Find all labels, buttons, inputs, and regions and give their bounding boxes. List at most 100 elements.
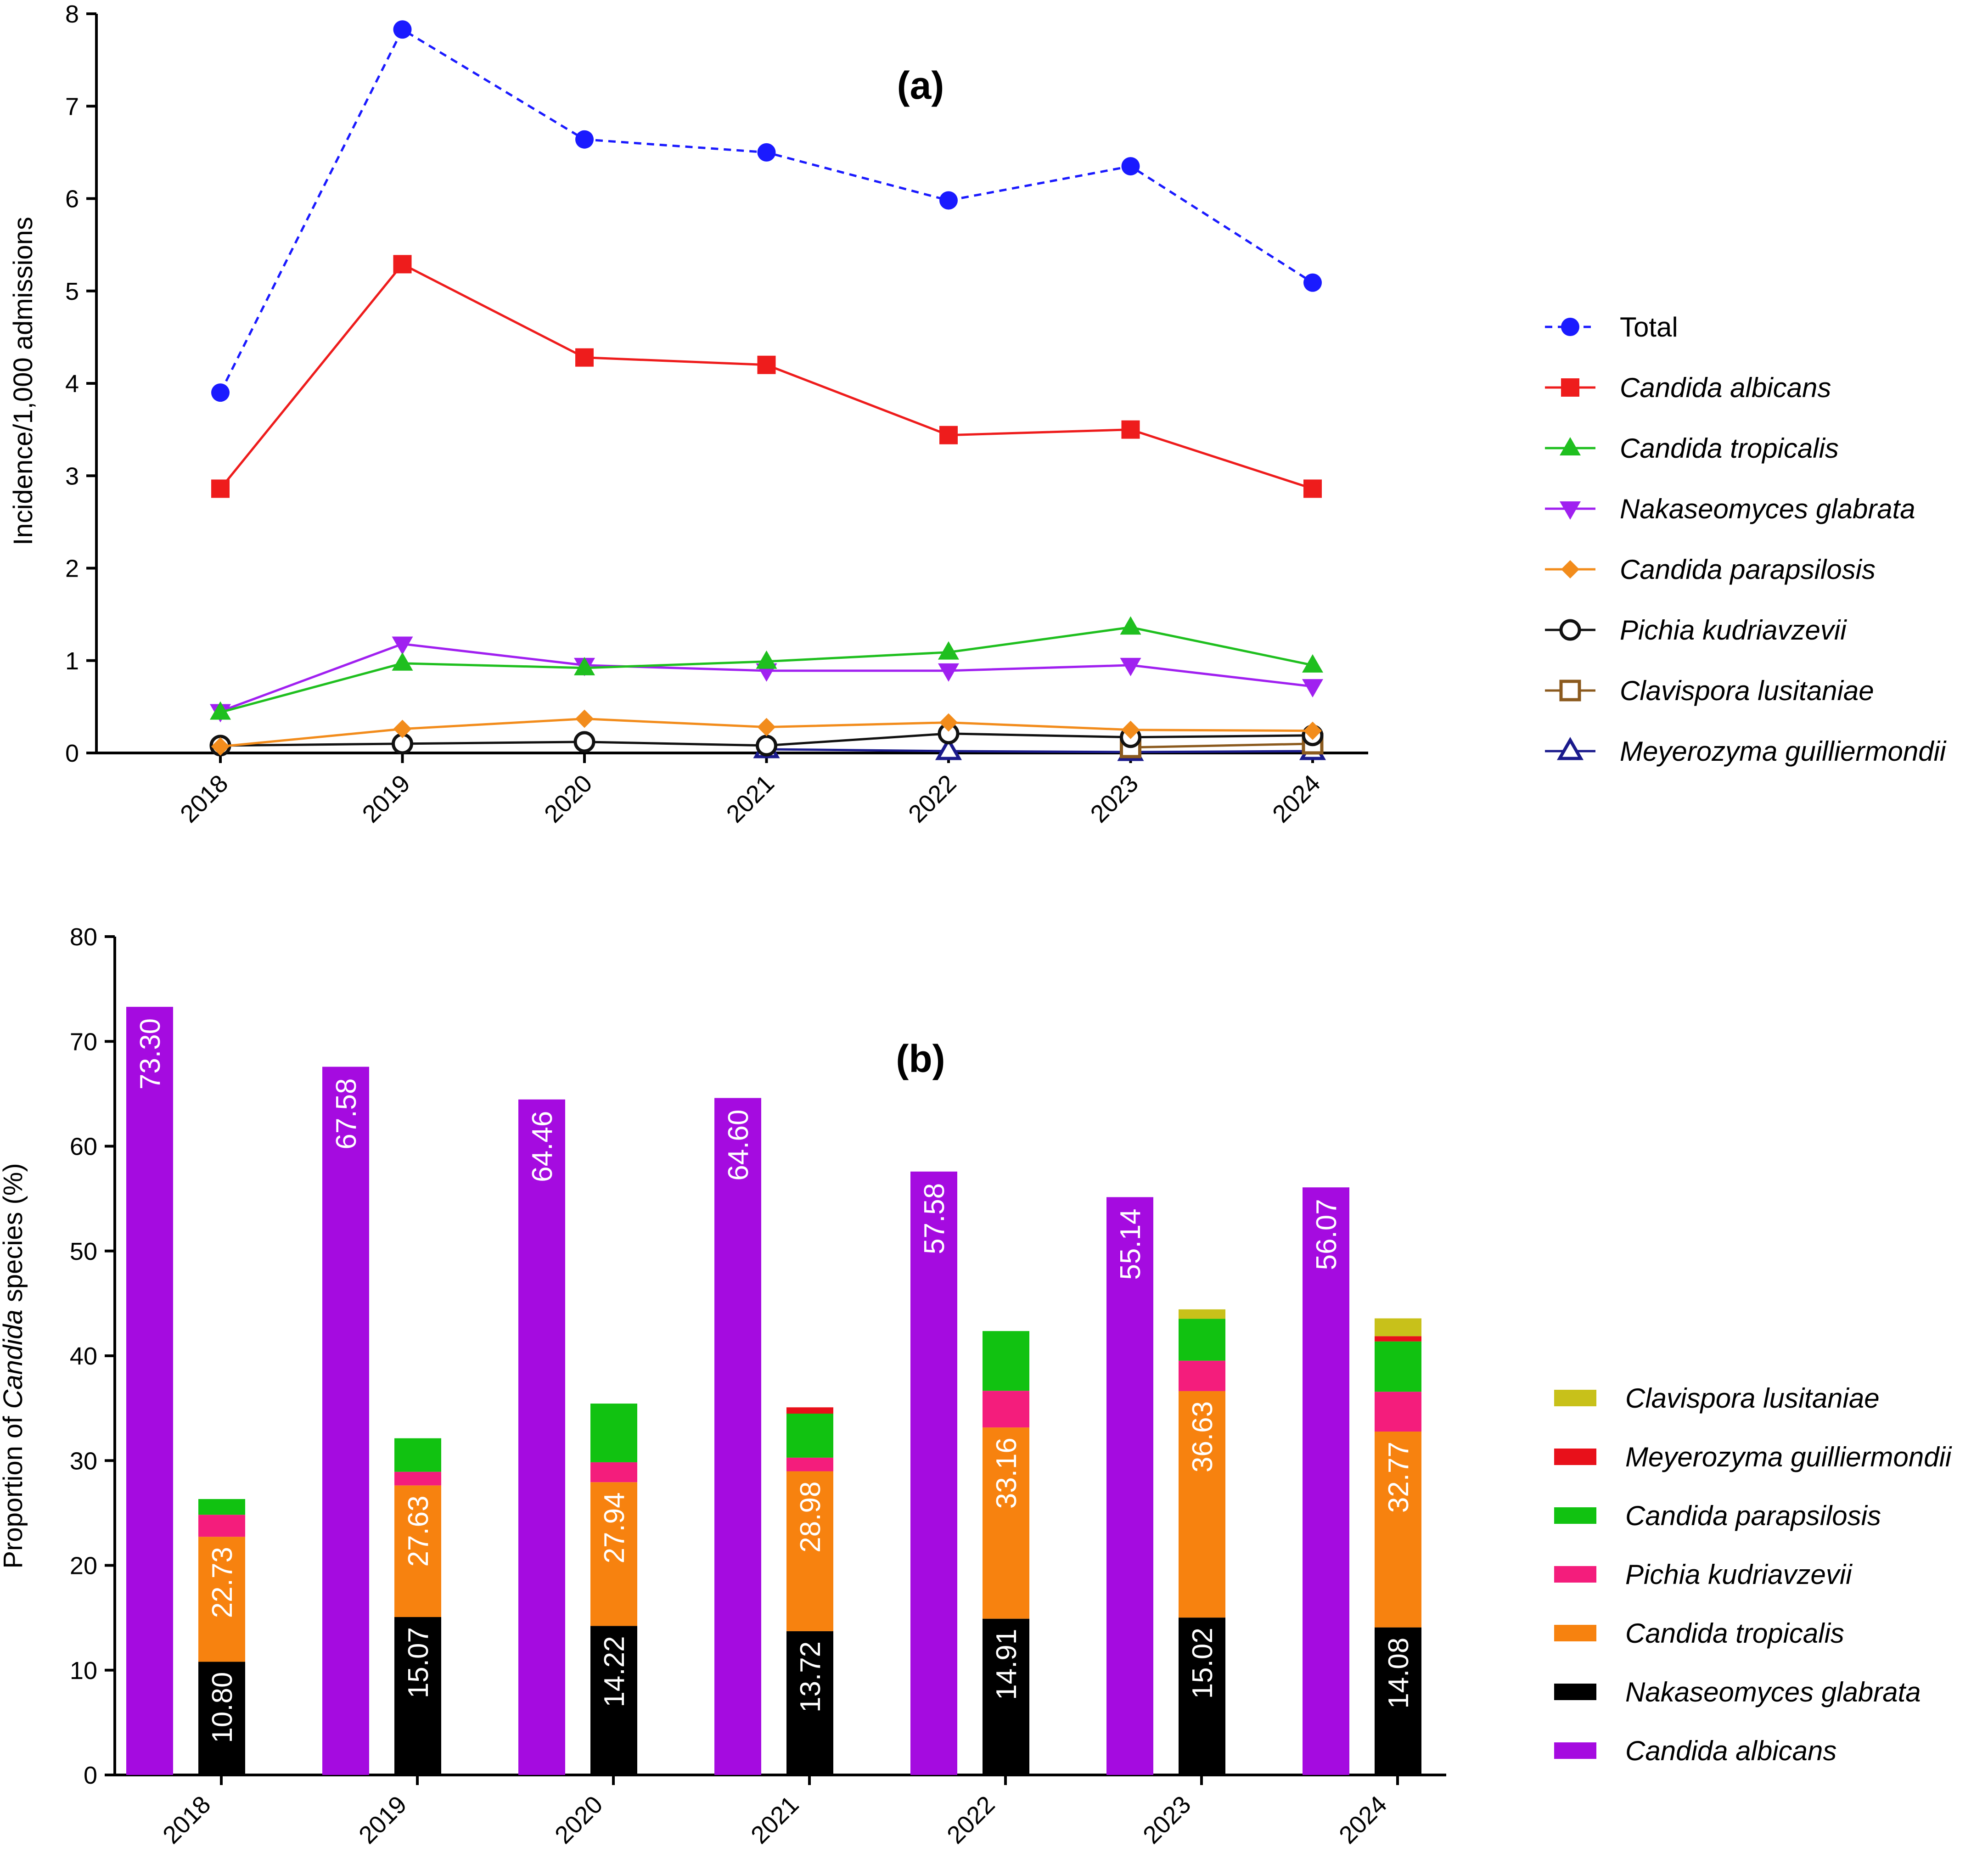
bar-candida-albicans: [322, 1067, 369, 1775]
bar-label-candida-albicans: 73.30: [135, 1018, 166, 1089]
bar-segment-candida-tropicalis: [590, 1482, 637, 1626]
legend-swatch: [1554, 1507, 1596, 1524]
bar-label-candida-albicans: 64.60: [723, 1110, 754, 1181]
data-point-total: [1121, 157, 1140, 176]
legend-label: Candida albicans: [1620, 372, 1831, 403]
series-line-total: [219, 28, 1314, 393]
data-point-candida-albicans: [211, 479, 230, 498]
bar-label-candida-tropicalis: 27.63: [403, 1495, 434, 1567]
legend-label: Nakaseomyces glabrata: [1620, 494, 1915, 524]
data-point-total: [939, 191, 958, 210]
panel-b-label: (b): [896, 1037, 945, 1080]
legend-swatch: [1554, 1742, 1596, 1759]
bar-segment-candida-parapsilosis: [1375, 1341, 1421, 1392]
panel-a-legend: Total Candida albicans Candida tropicalis N…: [1545, 312, 1947, 767]
data-point-nakaseomyces-glabrata: [938, 663, 959, 682]
bar-label-candida-tropicalis: 36.63: [1187, 1401, 1219, 1472]
legend-label: Nakaseomyces glabrata: [1625, 1677, 1921, 1707]
data-point-candida-albicans: [575, 348, 594, 367]
panel-b-bar-chart: (b) Proportion of Candida species (%) 0 1…: [0, 923, 1952, 1849]
panel-b-x-tick-label: 2019: [354, 1791, 412, 1849]
legend-marker: [1556, 736, 1584, 760]
data-point-candida-tropicalis: [392, 652, 413, 671]
bar-label-candida-tropicalis: 32.77: [1383, 1442, 1415, 1513]
data-point-candida-parapsilosis: [1303, 721, 1322, 740]
legend-marker: [1561, 318, 1579, 336]
legend-label: Candida albicans: [1625, 1735, 1836, 1766]
bar-label-nakaseomyces-glabrata: 15.07: [403, 1627, 434, 1698]
legend-marker: [1561, 560, 1579, 578]
legend-swatch: [1554, 1684, 1596, 1700]
panel-b-y-tick-label: 60: [70, 1133, 97, 1161]
bar-segment-clavispora-lusitaniae: [1179, 1309, 1225, 1319]
panel-a-y-tick-label: 0: [65, 740, 79, 767]
panel-b-x-tick-label: 2022: [942, 1791, 1000, 1849]
panel-b-y-tick-label: 0: [84, 1762, 97, 1789]
bar-candida-albicans: [126, 1006, 173, 1775]
legend-marker: [1559, 679, 1581, 702]
bar-segment-nakaseomyces-glabrata: [198, 1662, 245, 1775]
data-point-total: [1303, 273, 1322, 292]
data-point-candida-parapsilosis: [1121, 720, 1140, 739]
data-point-candida-albicans: [1121, 420, 1140, 439]
data-point-total: [211, 383, 230, 402]
panel-a-y-tick-label: 8: [65, 0, 79, 28]
bar-segment-candida-parapsilosis: [590, 1404, 637, 1462]
legend-marker: [1560, 437, 1581, 455]
data-point-candida-tropicalis: [210, 701, 231, 720]
bar-label-candida-albicans: 64.46: [527, 1111, 558, 1182]
panel-a-y-tick-label: 5: [65, 278, 79, 305]
bar-segment-nakaseomyces-glabrata: [394, 1617, 441, 1775]
panel-a-y-tick-label: 1: [65, 647, 79, 675]
data-point-candida-tropicalis: [938, 641, 959, 660]
bar-label-candida-albicans: 56.07: [1311, 1199, 1342, 1270]
bar-candida-albicans: [910, 1171, 957, 1775]
legend-label: Candida tropicalis: [1620, 433, 1839, 464]
bar-candida-albicans: [714, 1098, 761, 1775]
legend-label: Candida parapsilosis: [1625, 1500, 1881, 1531]
bar-segment-pichia-kudriavzevii: [394, 1471, 441, 1486]
bar-segment-nakaseomyces-glabrata: [1375, 1627, 1421, 1775]
data-point-pichia-kudriavzevii: [573, 731, 595, 753]
bar-label-nakaseomyces-glabrata: 14.22: [599, 1636, 630, 1707]
bar-segment-pichia-kudriavzevii: [983, 1391, 1029, 1428]
bar-segment-candida-parapsilosis: [786, 1413, 833, 1458]
panel-b-y-tick-label: 50: [70, 1238, 97, 1265]
data-point-candida-parapsilosis: [211, 737, 230, 756]
panel-a-y-tick-label: 4: [65, 370, 79, 398]
bar-segment-candida-tropicalis: [1375, 1432, 1421, 1628]
panel-b-y-tick-label: 30: [70, 1447, 97, 1475]
data-point-total: [393, 20, 412, 39]
bar-label-candida-albicans: 55.14: [1115, 1208, 1146, 1280]
legend-label: Pichia kudriavzevii: [1625, 1559, 1853, 1590]
data-point-candida-parapsilosis: [393, 719, 412, 738]
bar-segment-candida-tropicalis: [394, 1485, 441, 1617]
data-point-candida-parapsilosis: [757, 718, 776, 736]
bar-segment-nakaseomyces-glabrata: [1179, 1617, 1225, 1775]
legend-marker: [1560, 501, 1581, 520]
panel-a-x-tick-label: 2024: [1267, 769, 1325, 828]
legend-marker: [1561, 378, 1579, 397]
bar-label-candida-albicans: 57.58: [919, 1183, 950, 1254]
legend-swatch: [1554, 1390, 1596, 1406]
legend-label: Clavispora lusitaniae: [1625, 1383, 1880, 1414]
panel-a-y-tick-label: 3: [65, 462, 79, 490]
data-point-meyerozyma-guilliermondii: [935, 736, 962, 760]
bar-label-nakaseomyces-glabrata: 14.91: [991, 1629, 1022, 1700]
data-point-nakaseomyces-glabrata: [392, 636, 413, 655]
bar-label-candida-tropicalis: 27.94: [599, 1492, 630, 1563]
panel-a-y-tick-label: 2: [65, 555, 79, 583]
panel-b-x-tick-label: 2023: [1138, 1791, 1196, 1849]
bar-candida-albicans: [1303, 1187, 1349, 1775]
y-title-italic: Candida: [0, 1309, 28, 1409]
panel-a-x-tick-label: 2020: [539, 769, 597, 828]
panel-b-x-tick-label: 2018: [157, 1791, 216, 1849]
panel-b-y-axis-title: Proportion of Candida species (%): [0, 1163, 28, 1568]
bar-segment-pichia-kudriavzevii: [1179, 1360, 1225, 1391]
data-point-pichia-kudriavzevii: [756, 735, 777, 757]
bar-segment-meyerozyma-guilliermondii: [786, 1407, 833, 1414]
panel-a-x-tick-label: 2021: [721, 769, 780, 828]
data-point-candida-albicans: [393, 255, 412, 274]
legend-swatch: [1554, 1449, 1596, 1465]
